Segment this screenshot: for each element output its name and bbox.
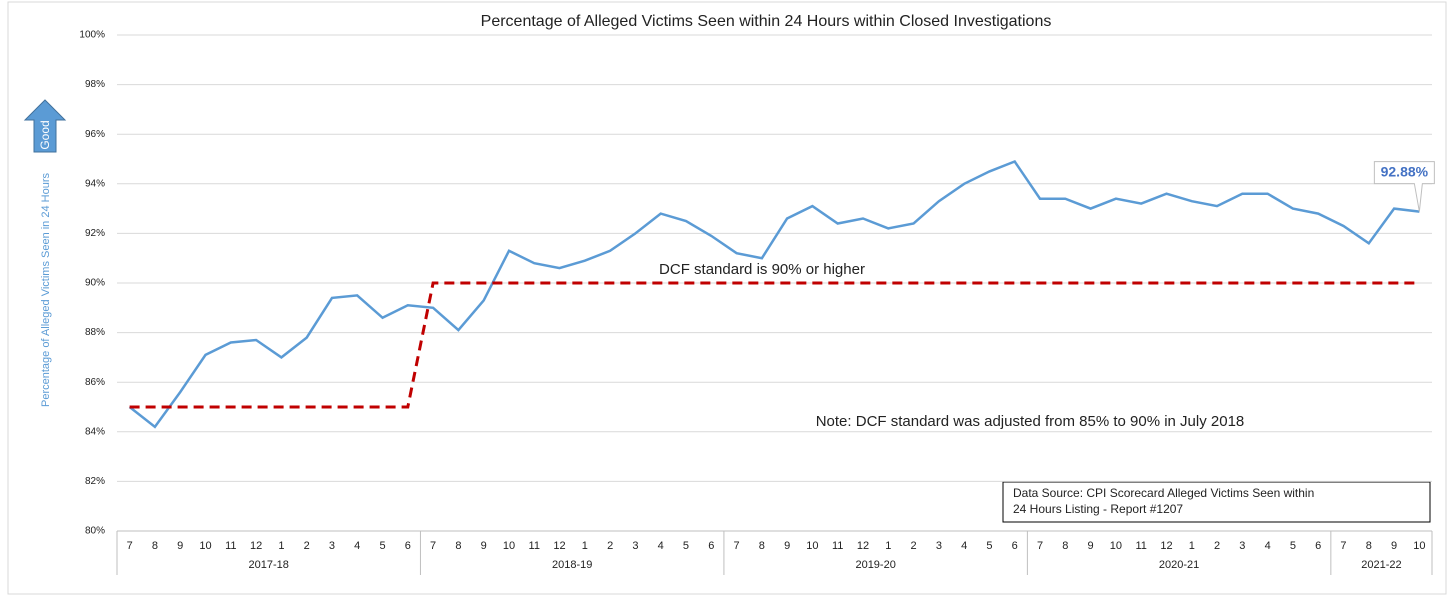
y-tick-label: 100% bbox=[79, 30, 105, 41]
x-group-label: 2019-20 bbox=[855, 559, 895, 571]
x-tick-label: 4 bbox=[658, 540, 664, 552]
x-tick-label: 11 bbox=[529, 540, 540, 552]
x-tick-label: 8 bbox=[1062, 540, 1068, 552]
x-tick-label: 1 bbox=[885, 540, 891, 552]
x-tick-label: 9 bbox=[1391, 540, 1397, 552]
y-tick-label: 82% bbox=[85, 476, 105, 487]
x-tick-label: 1 bbox=[1189, 540, 1195, 552]
x-tick-label: 2 bbox=[304, 540, 310, 552]
x-tick-label: 12 bbox=[857, 540, 869, 552]
x-tick-label: 3 bbox=[936, 540, 942, 552]
x-tick-label: 7 bbox=[127, 540, 133, 552]
y-tick-label: 92% bbox=[85, 228, 105, 239]
source-text: Data Source: CPI Scorecard Alleged Victi… bbox=[1013, 486, 1314, 500]
x-tick-label: 12 bbox=[250, 540, 262, 552]
x-group-label: 2018-19 bbox=[552, 559, 592, 571]
x-tick-label: 3 bbox=[632, 540, 638, 552]
x-tick-label: 5 bbox=[986, 540, 992, 552]
x-tick-label: 9 bbox=[784, 540, 790, 552]
x-tick-label: 5 bbox=[683, 540, 689, 552]
x-tick-label: 10 bbox=[806, 540, 818, 552]
x-tick-label: 8 bbox=[455, 540, 461, 552]
x-tick-label: 6 bbox=[1012, 540, 1018, 552]
x-group-label: 2021-22 bbox=[1361, 559, 1401, 571]
value-label: 92.88% bbox=[1381, 163, 1429, 179]
x-tick-label: 7 bbox=[430, 540, 436, 552]
good-arrow bbox=[23, 99, 67, 153]
x-tick-label: 9 bbox=[481, 540, 487, 552]
x-tick-label: 4 bbox=[1265, 540, 1271, 552]
x-tick-label: 8 bbox=[1366, 540, 1372, 552]
y-tick-label: 90% bbox=[85, 278, 105, 289]
y-tick-label: 88% bbox=[85, 327, 105, 338]
x-tick-label: 8 bbox=[759, 540, 765, 552]
y-tick-label: 84% bbox=[85, 426, 105, 437]
x-tick-label: 11 bbox=[225, 540, 236, 552]
x-group-label: 2020-21 bbox=[1159, 559, 1199, 571]
y-tick-label: 80% bbox=[85, 526, 105, 537]
x-tick-label: 11 bbox=[832, 540, 843, 552]
x-tick-label: 1 bbox=[582, 540, 588, 552]
x-tick-label: 9 bbox=[1088, 540, 1094, 552]
x-tick-label: 12 bbox=[1160, 540, 1172, 552]
x-tick-label: 2 bbox=[607, 540, 613, 552]
x-tick-label: 4 bbox=[354, 540, 360, 552]
annotation: Note: DCF standard was adjusted from 85%… bbox=[816, 413, 1245, 430]
x-tick-label: 1 bbox=[278, 540, 284, 552]
x-tick-label: 4 bbox=[961, 540, 967, 552]
x-tick-label: 9 bbox=[177, 540, 183, 552]
y-tick-label: 98% bbox=[85, 79, 105, 90]
y-tick-label: 94% bbox=[85, 178, 105, 189]
x-tick-label: 8 bbox=[152, 540, 158, 552]
x-tick-label: 3 bbox=[1239, 540, 1245, 552]
x-tick-label: 7 bbox=[1037, 540, 1043, 552]
source-box bbox=[1002, 481, 1431, 523]
data-line bbox=[128, 159, 1420, 429]
x-tick-label: 2 bbox=[1214, 540, 1220, 552]
x-tick-label: 7 bbox=[1340, 540, 1346, 552]
x-tick-label: 2 bbox=[911, 540, 917, 552]
x-tick-label: 12 bbox=[553, 540, 565, 552]
y-tick-label: 96% bbox=[85, 129, 105, 140]
y-axis-label: Percentage of Alleged Victims Seen in 24… bbox=[40, 173, 52, 407]
source-text: 24 Hours Listing - Report #1207 bbox=[1013, 502, 1183, 516]
x-tick-label: 10 bbox=[1413, 540, 1425, 552]
good-label: Good bbox=[38, 120, 52, 149]
chart-title: Percentage of Alleged Victims Seen withi… bbox=[481, 13, 1052, 30]
x-tick-label: 10 bbox=[503, 540, 515, 552]
x-tick-label: 11 bbox=[1135, 540, 1146, 552]
annotation: DCF standard is 90% or higher bbox=[659, 261, 865, 278]
x-group-label: 2017-18 bbox=[249, 559, 289, 571]
x-tick-label: 10 bbox=[1110, 540, 1122, 552]
x-tick-label: 3 bbox=[329, 540, 335, 552]
value-label-box bbox=[1373, 161, 1435, 212]
y-tick-label: 86% bbox=[85, 377, 105, 388]
x-tick-label: 5 bbox=[1290, 540, 1296, 552]
x-tick-label: 6 bbox=[405, 540, 411, 552]
x-tick-label: 10 bbox=[199, 540, 211, 552]
x-tick-label: 5 bbox=[379, 540, 385, 552]
standard-line bbox=[129, 281, 1420, 409]
x-tick-label: 7 bbox=[734, 540, 740, 552]
x-tick-label: 6 bbox=[708, 540, 714, 552]
x-tick-label: 6 bbox=[1315, 540, 1321, 552]
